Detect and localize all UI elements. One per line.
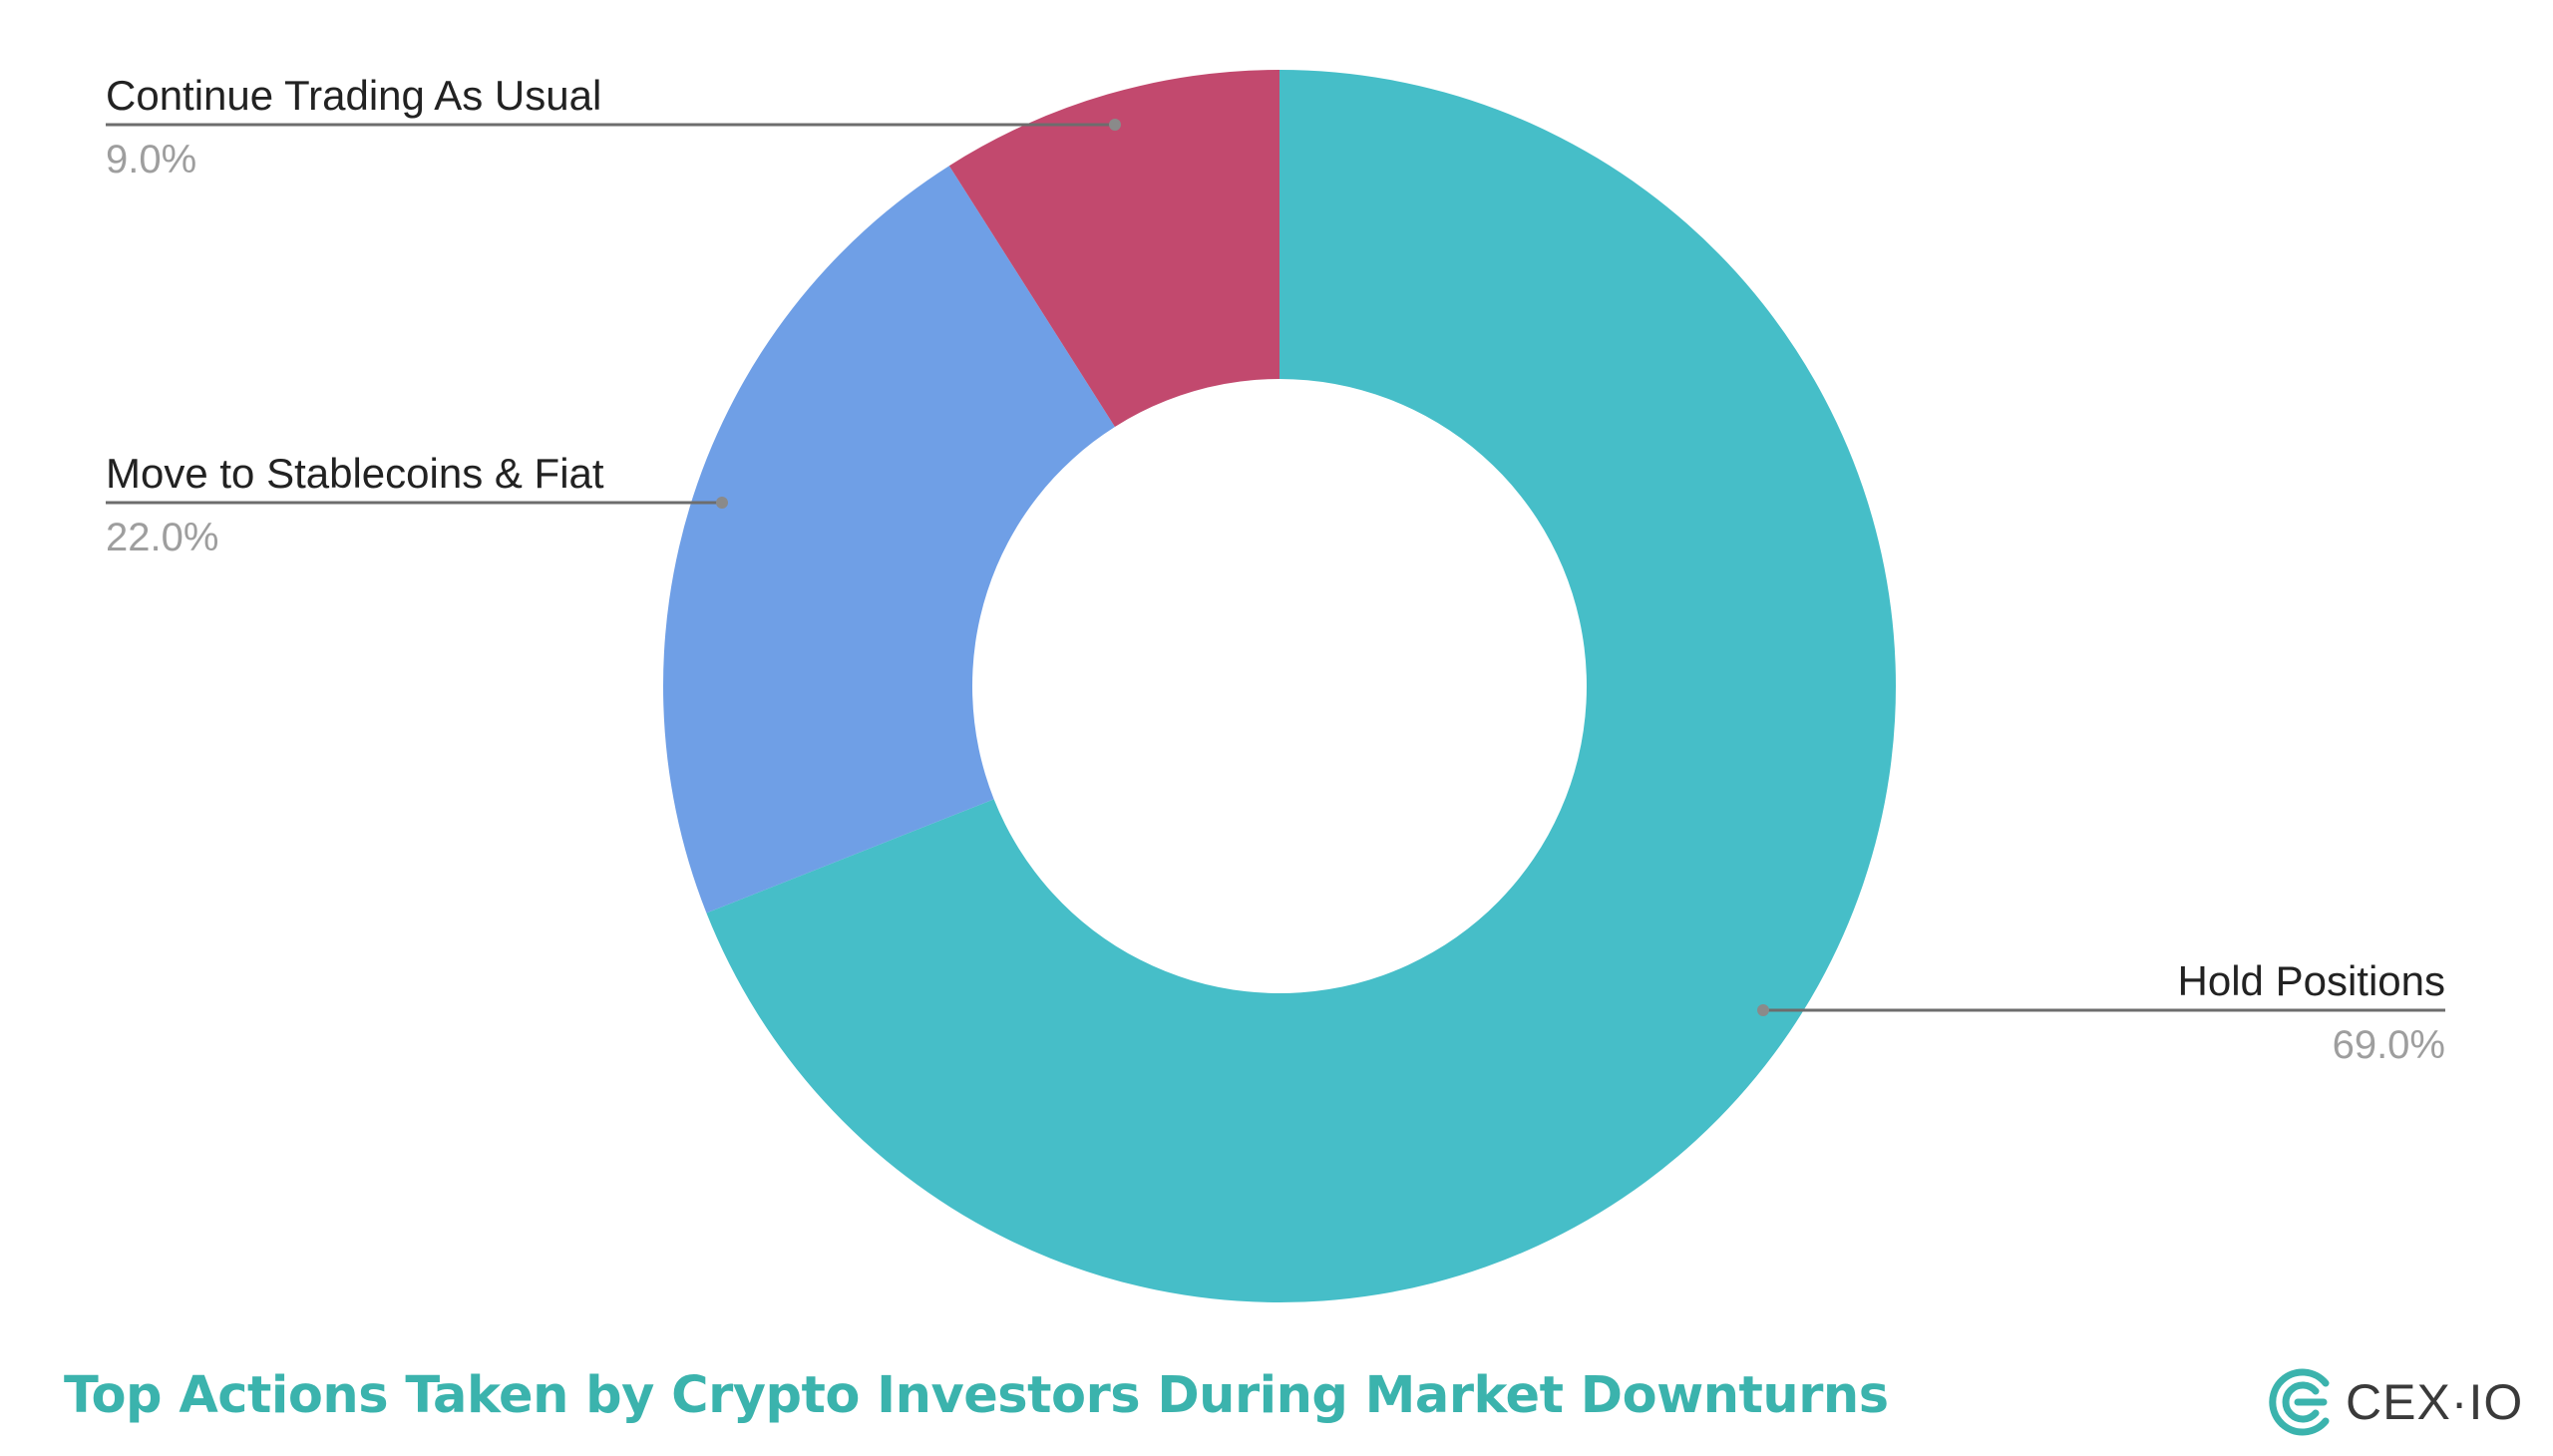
slice-continue-trading-as-usual[interactable] [948, 70, 1279, 427]
leader-lines [106, 119, 2445, 1016]
leader-dot [1757, 1004, 1769, 1016]
slice-labels: Hold Positions 69.0% Move to Stablecoins &… [106, 72, 2445, 1067]
leader-dot [716, 497, 728, 509]
slice-label: Continue Trading As Usual [106, 72, 601, 119]
slice-label: Move to Stablecoins & Fiat [106, 450, 604, 497]
leader-dot [1109, 119, 1121, 131]
slices [663, 70, 1897, 1302]
slice-value-label: 22.0% [106, 516, 218, 559]
slice-label: Hold Positions [2178, 957, 2445, 1004]
slice-hold-positions[interactable] [706, 70, 1897, 1302]
slice-value-label: 69.0% [2333, 1023, 2445, 1067]
logo-text: CEX·IO [2346, 1374, 2524, 1430]
slice-move-to-stablecoins-fiat[interactable] [663, 166, 1115, 913]
slice-value-label: 9.0% [106, 138, 196, 182]
chart-title: Top Actions Taken by Crypto Investors Du… [64, 1366, 1889, 1425]
cex-io-logo[interactable]: CEX·IO [2264, 1364, 2523, 1440]
cex-io-logo-icon [2269, 1368, 2330, 1436]
